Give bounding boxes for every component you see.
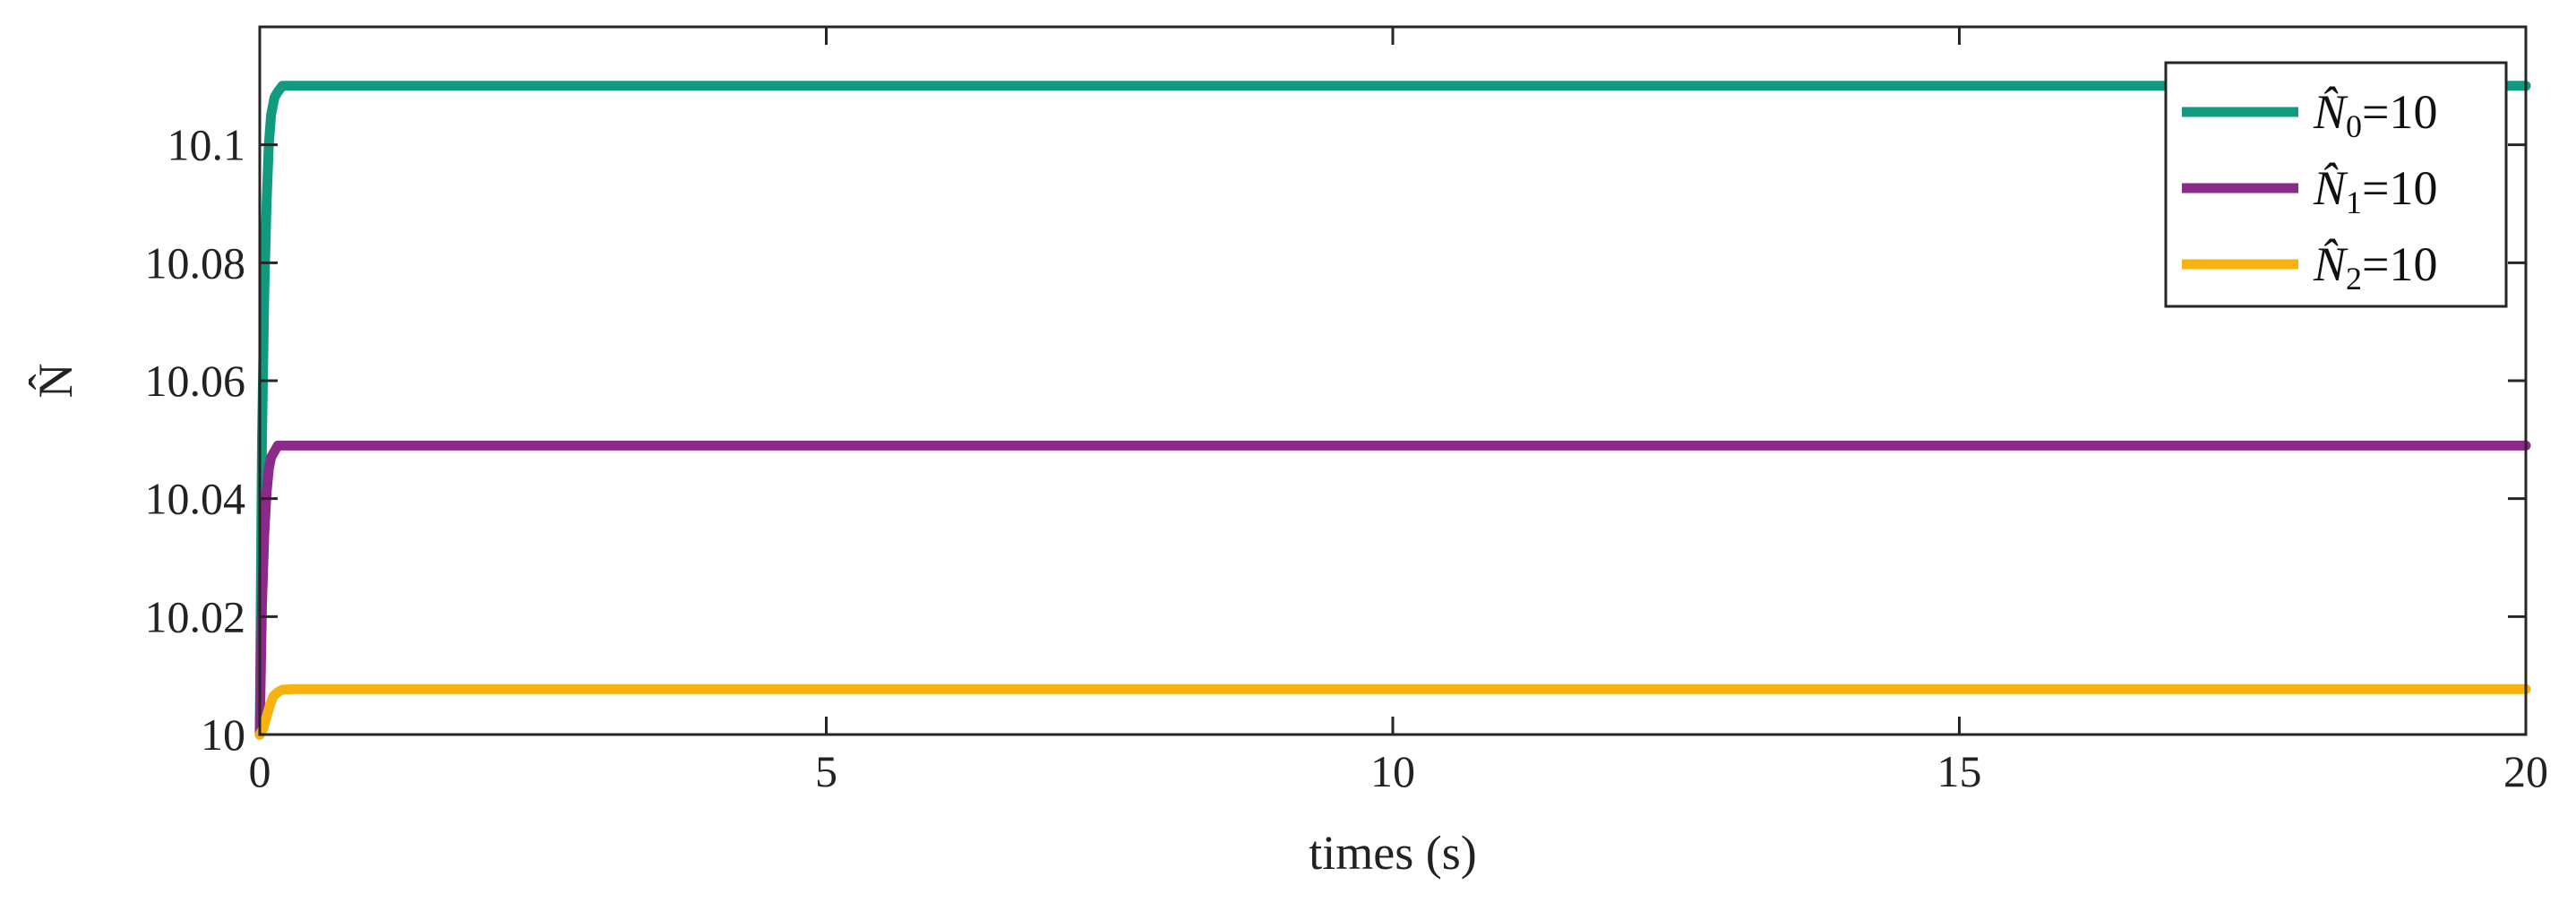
x-tick-label-2: 10	[1370, 746, 1415, 796]
series-line-2	[254, 683, 2531, 740]
series-line-0	[254, 81, 2531, 740]
legend: N̂0=10 N̂1=10 N̂2=10	[2164, 61, 2508, 308]
series-line-1	[254, 440, 2531, 740]
legend-label-1: N̂1=10	[2313, 161, 2438, 220]
y-tick-label-0: 10	[201, 709, 245, 760]
y-axis-label: N̂	[27, 364, 82, 399]
y-tick-label-3: 10.06	[145, 356, 246, 406]
y-tick-label-4: 10.08	[145, 237, 246, 288]
legend-label-0: N̂0=10	[2313, 85, 2438, 144]
y-tick-label-1: 10.02	[145, 591, 246, 641]
y-tick-label-5: 10.1	[167, 120, 246, 170]
series-layer	[254, 81, 2531, 740]
x-axis-label: times (s)	[1309, 826, 1476, 880]
x-tick-label-1: 5	[815, 746, 837, 796]
x-tick-label-0: 0	[249, 746, 271, 796]
x-tick-label-3: 15	[1937, 746, 1982, 796]
legend-label-2: N̂2=10	[2313, 237, 2438, 297]
tick-layer: 0 5 10 15 20 10 10.02 10.04 10.06 10.08 10.1	[145, 27, 2548, 796]
y-tick-label-2: 10.04	[145, 474, 246, 524]
plot-area	[260, 27, 2526, 735]
x-tick-label-4: 20	[2503, 746, 2548, 796]
